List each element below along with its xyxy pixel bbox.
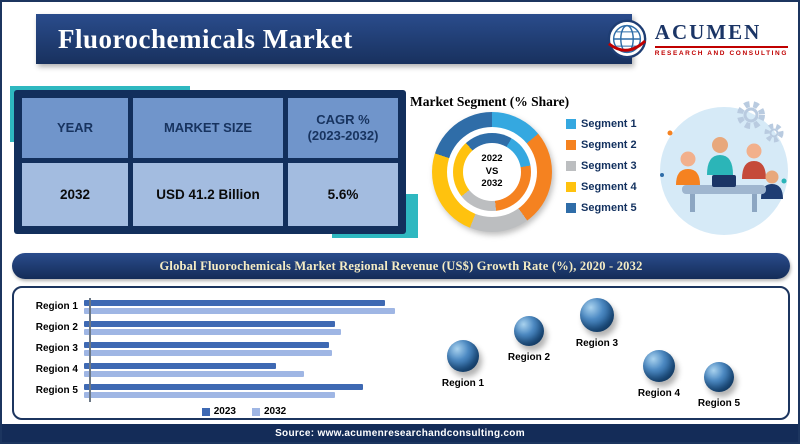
regional-bar-chart: Region 1 Region 2 Region 3 Region 4 Region 5… [26,296,398,417]
bar-row: Region 4 [26,359,398,380]
person-figure-left [676,151,700,185]
bar-row: Region 1 [26,296,398,317]
region-marker-label: Region 4 [637,388,681,399]
region-marker: Region 4 [624,350,694,399]
legend-swatch [566,203,576,213]
legend-swatch [201,407,210,416]
bar-pair [84,341,398,356]
bar-legend-item: 2032 [252,406,286,417]
sphere-icon [580,298,614,332]
title-banner: Fluorochemicals Market [36,14,632,64]
legend-label: Segment 1 [581,118,637,130]
bar-legend-item: 2023 [201,406,236,417]
legend-label: Segment 3 [581,160,637,172]
region-marker: Region 2 [494,316,564,363]
page-title: Fluorochemicals Market [58,23,353,54]
regional-chart-panel: Region 1 Region 2 Region 3 Region 4 Region 5… [12,286,790,420]
regional-chart-title: Global Fluorochemicals Market Regional R… [159,258,643,273]
legend-label: Segment 4 [581,181,637,193]
segment-legend-item: Segment 1 [566,118,637,130]
donut-center: 2022 VS 2032 [463,143,521,201]
bar-2023 [84,299,386,306]
bar-2032 [84,370,304,377]
region-marker-label: Region 3 [575,338,619,349]
bar-2032 [84,391,336,398]
person-figure-far-right [761,170,783,199]
sphere-icon [447,340,479,372]
legend-label: 2023 [213,406,236,417]
person-figure-center [707,137,733,175]
legend-swatch [566,140,576,150]
logo-name: ACUMEN [654,19,762,44]
segment-legend-item: Segment 5 [566,202,637,214]
team-illustration [660,101,788,235]
bar-pair [84,320,398,335]
summary-grid: YEAR MARKET SIZE CAGR % (2023-2032) 2032… [22,98,398,226]
legend-label: 2032 [264,406,287,417]
table-header-cagr: CAGR % (2023-2032) [288,98,398,158]
bar-category-label: Region 3 [35,343,78,354]
legend-swatch [566,119,576,129]
laptop-icon [712,175,736,187]
globe-icon [607,19,647,59]
region-marker-label: Region 5 [697,398,741,409]
logo-text: ACUMEN RESEARCH AND CONSULTING [654,19,788,57]
segment-donut-chart: 2022 VS 2032 [432,112,552,232]
bar-2032 [84,307,395,314]
segment-legend-item: Segment 4 [566,181,637,193]
bar-pair [84,362,398,377]
sphere-icon [643,350,675,382]
legend-swatch [252,407,260,416]
segment-legend: Segment 1 Segment 2 Segment 3 Segment 4 Segm… [566,118,637,214]
person-figure-right [742,143,766,179]
bar-row: Region 5 [26,380,398,401]
segment-chart-title: Market Segment (% Share) [410,94,570,109]
bar-chart-axis [89,298,91,402]
footer-bar: Source: www.acumenresearchandconsulting.… [2,424,798,442]
company-logo: ACUMEN RESEARCH AND CONSULTING [606,18,788,60]
bar-2032 [84,349,333,356]
bar-row: Region 3 [26,338,398,359]
donut-center-label: 2022 VS 2032 [481,153,503,190]
table-header-market-size: MARKET SIZE [133,98,283,158]
bar-2032 [84,328,342,335]
gear-icon [737,101,784,143]
regional-chart-banner: Global Fluorochemicals Market Regional R… [12,253,790,279]
source-text: Source: www.acumenresearchandconsulting.… [275,427,525,439]
region-marker: Region 3 [562,298,632,349]
bar-category-label: Region 5 [35,385,78,396]
bar-2023 [84,320,336,327]
region-marker-label: Region 1 [441,378,485,389]
logo-subtitle: RESEARCH AND CONSULTING [654,45,788,57]
bar-chart-rows: Region 1 Region 2 Region 3 Region 4 Region 5 [26,296,398,401]
legend-label: Segment 2 [581,139,637,151]
bar-chart-legend: 2023 2032 [90,406,398,417]
sphere-icon [514,316,544,346]
legend-swatch [566,182,576,192]
region-marker-label: Region 2 [507,352,551,363]
bar-category-label: Region 1 [35,301,78,312]
table-value-market-size: USD 41.2 Billion [133,163,283,226]
segment-legend-item: Segment 3 [566,160,637,172]
bar-category-label: Region 4 [35,364,78,375]
bar-2023 [84,362,276,369]
bar-pair [84,299,398,314]
legend-label: Segment 5 [581,202,637,214]
summary-table: YEAR MARKET SIZE CAGR % (2023-2032) 2032… [14,90,406,234]
segment-legend-item: Segment 2 [566,139,637,151]
table-value-cagr: 5.6% [288,163,398,226]
table-header-year: YEAR [22,98,128,158]
legend-swatch [566,161,576,171]
bar-2023 [84,341,329,348]
bar-category-label: Region 2 [35,322,78,333]
region-marker: Region 1 [428,340,498,389]
bar-2023 [84,383,364,390]
bar-pair [84,383,398,398]
table-value-year: 2032 [22,163,128,226]
bar-row: Region 2 [26,317,398,338]
sphere-icon [704,362,734,392]
region-marker: Region 5 [684,362,754,409]
